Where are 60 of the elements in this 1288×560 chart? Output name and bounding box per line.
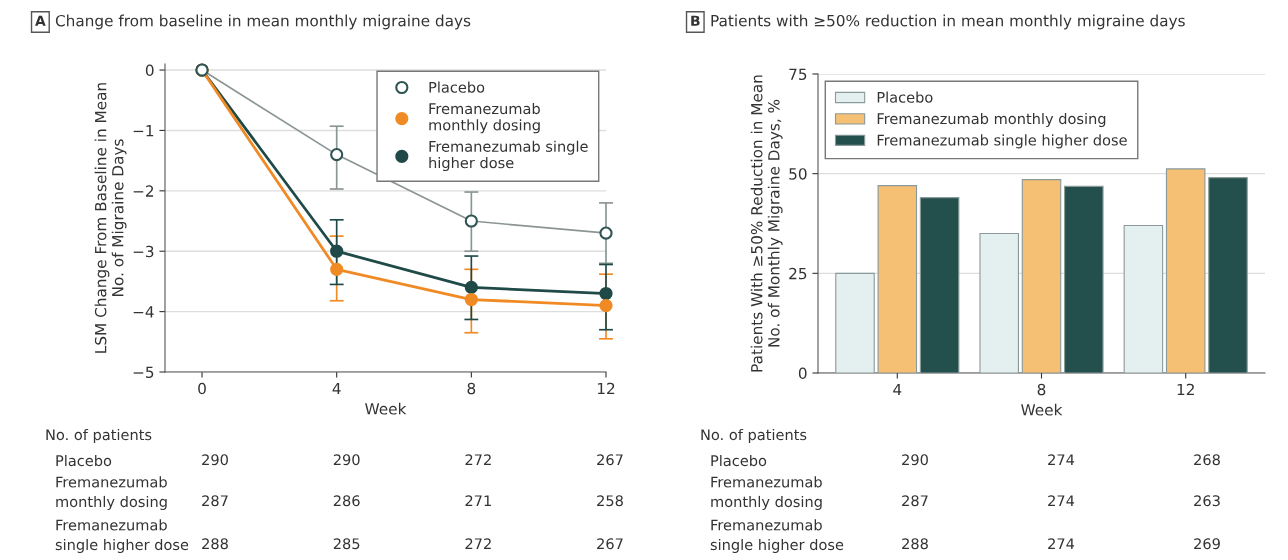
x-tick-label: 12: [597, 382, 615, 395]
text: Placebo: [56, 454, 112, 467]
text: Fremanezumab monthly dosing: [711, 476, 822, 510]
text: 263: [1194, 495, 1220, 507]
text: 258: [597, 495, 623, 507]
y-tick-label: 25: [789, 267, 807, 280]
legend-label: Fremanezumab monthly dosing: [429, 102, 540, 134]
text: 274: [1048, 538, 1075, 550]
x-tick-label: 0: [198, 382, 206, 395]
text: 271: [465, 495, 491, 507]
text: Fremanezumab monthly dosing: [56, 476, 167, 510]
chart-title: Patients with ≥50% reduction in mean monthly migraine days: [711, 14, 1185, 30]
text: 287: [202, 495, 228, 507]
text: B: [691, 15, 700, 26]
text: 290: [902, 454, 928, 466]
y-tick-label: 0: [145, 64, 154, 77]
y-tick-label: −5: [133, 366, 154, 379]
text: 267: [597, 538, 623, 550]
text: 286: [333, 495, 360, 507]
y-tick-label: −2: [133, 185, 154, 197]
text: 272: [465, 538, 491, 550]
x-axis-title: Week: [365, 402, 407, 415]
x-tick-label: 8: [467, 382, 476, 395]
text: 288: [902, 538, 928, 550]
x-tick-label: 4: [332, 382, 341, 395]
y-tick-label: 0: [798, 367, 807, 380]
legend-label: Placebo: [877, 91, 933, 103]
text: Fremanezumab single higher dose: [55, 519, 189, 553]
text: 290: [333, 454, 360, 466]
y-axis-title: Patients With ≥50% Reduction in Mean No. of Monthly Migraine Days, %: [750, 75, 783, 372]
text: 272: [465, 454, 491, 466]
y-tick-label: 50: [789, 168, 807, 180]
x-tick-label: 8: [1037, 383, 1046, 396]
y-tick-label: −4: [133, 306, 154, 318]
y-axis-title: LSM Change From Baseline in Mean No. of Migraine Days: [94, 83, 127, 353]
legend-label: Fremanezumab monthly dosing: [877, 112, 1106, 128]
text: No. of patients: [46, 428, 152, 444]
text: A: [35, 15, 46, 26]
y-tick-label: −3: [133, 245, 154, 258]
text: 267: [597, 454, 623, 466]
x-tick-label: 12: [1177, 383, 1194, 396]
chart-title: Change from baseline in mean monthly migraine days: [55, 14, 471, 30]
text: 285: [333, 538, 360, 550]
text: Fremanezumab single higher dose: [710, 519, 844, 553]
text: Placebo: [711, 454, 767, 467]
legend-label: Fremanezumab single higher dose: [877, 134, 1127, 149]
y-tick-label: 75: [789, 68, 807, 81]
text: 287: [902, 495, 928, 507]
text: 269: [1194, 538, 1220, 550]
legend-label: Placebo: [429, 81, 485, 93]
text: 290: [202, 454, 228, 466]
text: No. of patients: [701, 428, 807, 444]
legend-label: Fremanezumab single higher dose: [429, 140, 588, 172]
text: 288: [202, 538, 228, 550]
x-axis-title: Week: [1021, 403, 1063, 416]
y-tick-label: −1: [133, 125, 154, 137]
x-tick-label: 4: [893, 383, 902, 396]
text: 274: [1048, 495, 1075, 507]
text: 268: [1194, 454, 1220, 466]
text: 274: [1048, 454, 1075, 466]
